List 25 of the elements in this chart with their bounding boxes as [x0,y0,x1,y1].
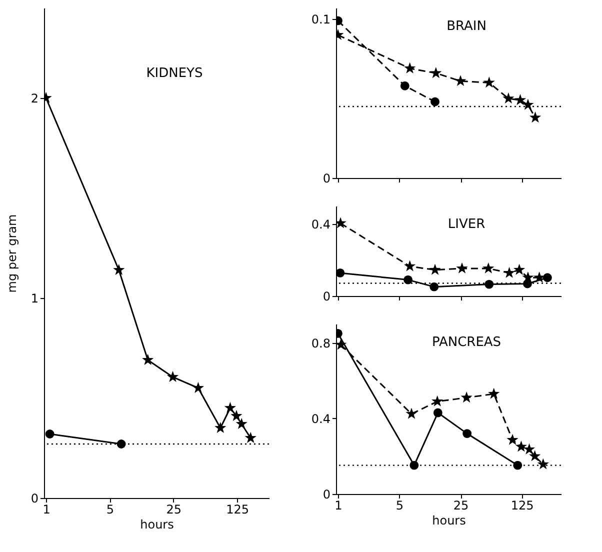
x-axis-title: hours [432,514,466,528]
y-tick-label: 0.1 [311,12,330,27]
text: LIVER [448,217,486,232]
y-tick-label: 0 [30,492,38,506]
y-tick-label: 0 [322,290,330,304]
x-tick-label: 1 [334,498,342,512]
x-tick-label: 125 [226,502,250,516]
x-axis-title: hours [140,518,174,532]
x-tick-label: 25 [166,502,182,516]
x-tick-label: 25 [453,498,469,512]
y-tick-label: 2 [30,92,38,106]
y-tick-label: 0.8 [311,336,330,350]
text: KIDNEYS [146,66,203,81]
y-tick-label: 0 [322,172,330,186]
y-axis-title: mg per gram [4,214,19,293]
x-tick-label: 5 [396,498,404,512]
y-tick-label: 0.4 [311,218,330,232]
text: BRAIN [446,19,486,34]
y-tick-label: 0 [322,488,330,502]
x-tick-label: 125 [510,498,534,512]
text: PANCREAS [432,335,502,350]
y-tick-label: 0.4 [311,412,330,426]
x-tick-label: 1 [42,502,50,516]
y-tick-label: 1 [30,292,38,306]
x-tick-label: 5 [106,502,114,516]
